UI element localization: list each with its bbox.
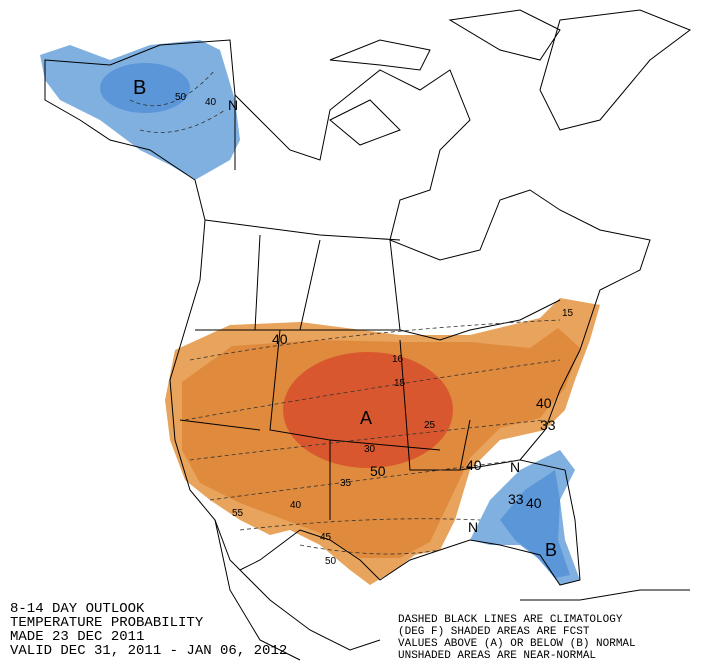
climatology-line [189, 419, 546, 461]
probability-label: 40 [272, 331, 288, 347]
climatology-label: 40 [290, 500, 302, 511]
climatology-label: 30 [364, 444, 376, 455]
probability-label: 33 [508, 491, 524, 507]
probability-label: 50 [370, 463, 386, 479]
mexico-outline [214, 519, 690, 661]
climatology-label: 25 [424, 420, 436, 431]
category-label: B [545, 540, 557, 560]
climatology-line [299, 544, 441, 555]
climatology-label: 50 [325, 556, 337, 567]
borders [179, 95, 561, 520]
legend-line: VALUES ABOVE (A) OR BELOW (B) NORMAL [398, 638, 636, 650]
climatology-label: 35 [340, 478, 352, 489]
climatology-label: 16 [392, 354, 404, 365]
header-line: TEMPERATURE PROBABILITY [10, 615, 204, 631]
below-normal-alaska-core [100, 63, 190, 113]
climatology-line [239, 518, 481, 531]
probability-label: 40 [205, 97, 217, 108]
header-line: VALID DEC 31, 2011 - JAN 06, 2012 [10, 643, 287, 659]
probability-label: 40 [536, 395, 552, 411]
probability-label: 40 [526, 495, 542, 511]
climatology-line [129, 69, 226, 133]
category-label: B [133, 77, 146, 99]
category-label: A [360, 408, 372, 428]
below-normal-southeast-core [500, 470, 570, 578]
category-label: N [228, 97, 238, 113]
climatology-label: 15 [394, 378, 406, 389]
legend-box [394, 610, 704, 662]
header-line: MADE 23 DEC 2011 [10, 629, 144, 645]
legend-line: DASHED BLACK LINES ARE CLIMATOLOGY [398, 614, 623, 626]
header-line: 8-14 DAY OUTLOOK [10, 601, 145, 617]
climatology-label: 45 [320, 532, 332, 543]
arctic-islands [329, 9, 692, 146]
north-america-outline [44, 39, 651, 586]
category-label: N [510, 459, 520, 475]
climatology-label: 15 [562, 308, 574, 319]
probability-label: 50 [175, 92, 187, 103]
climatology-line [189, 319, 561, 361]
probability-label: 33 [540, 417, 556, 433]
climatology-line [184, 359, 561, 421]
legend-line: (DEG F) SHADED AREAS ARE FCST [398, 626, 590, 638]
probability-label: 40 [466, 457, 482, 473]
climatology-label: 55 [232, 508, 244, 519]
category-label: N [468, 519, 478, 535]
legend-line: UNSHADED AREAS ARE NEAR-NORMAL [398, 650, 596, 662]
